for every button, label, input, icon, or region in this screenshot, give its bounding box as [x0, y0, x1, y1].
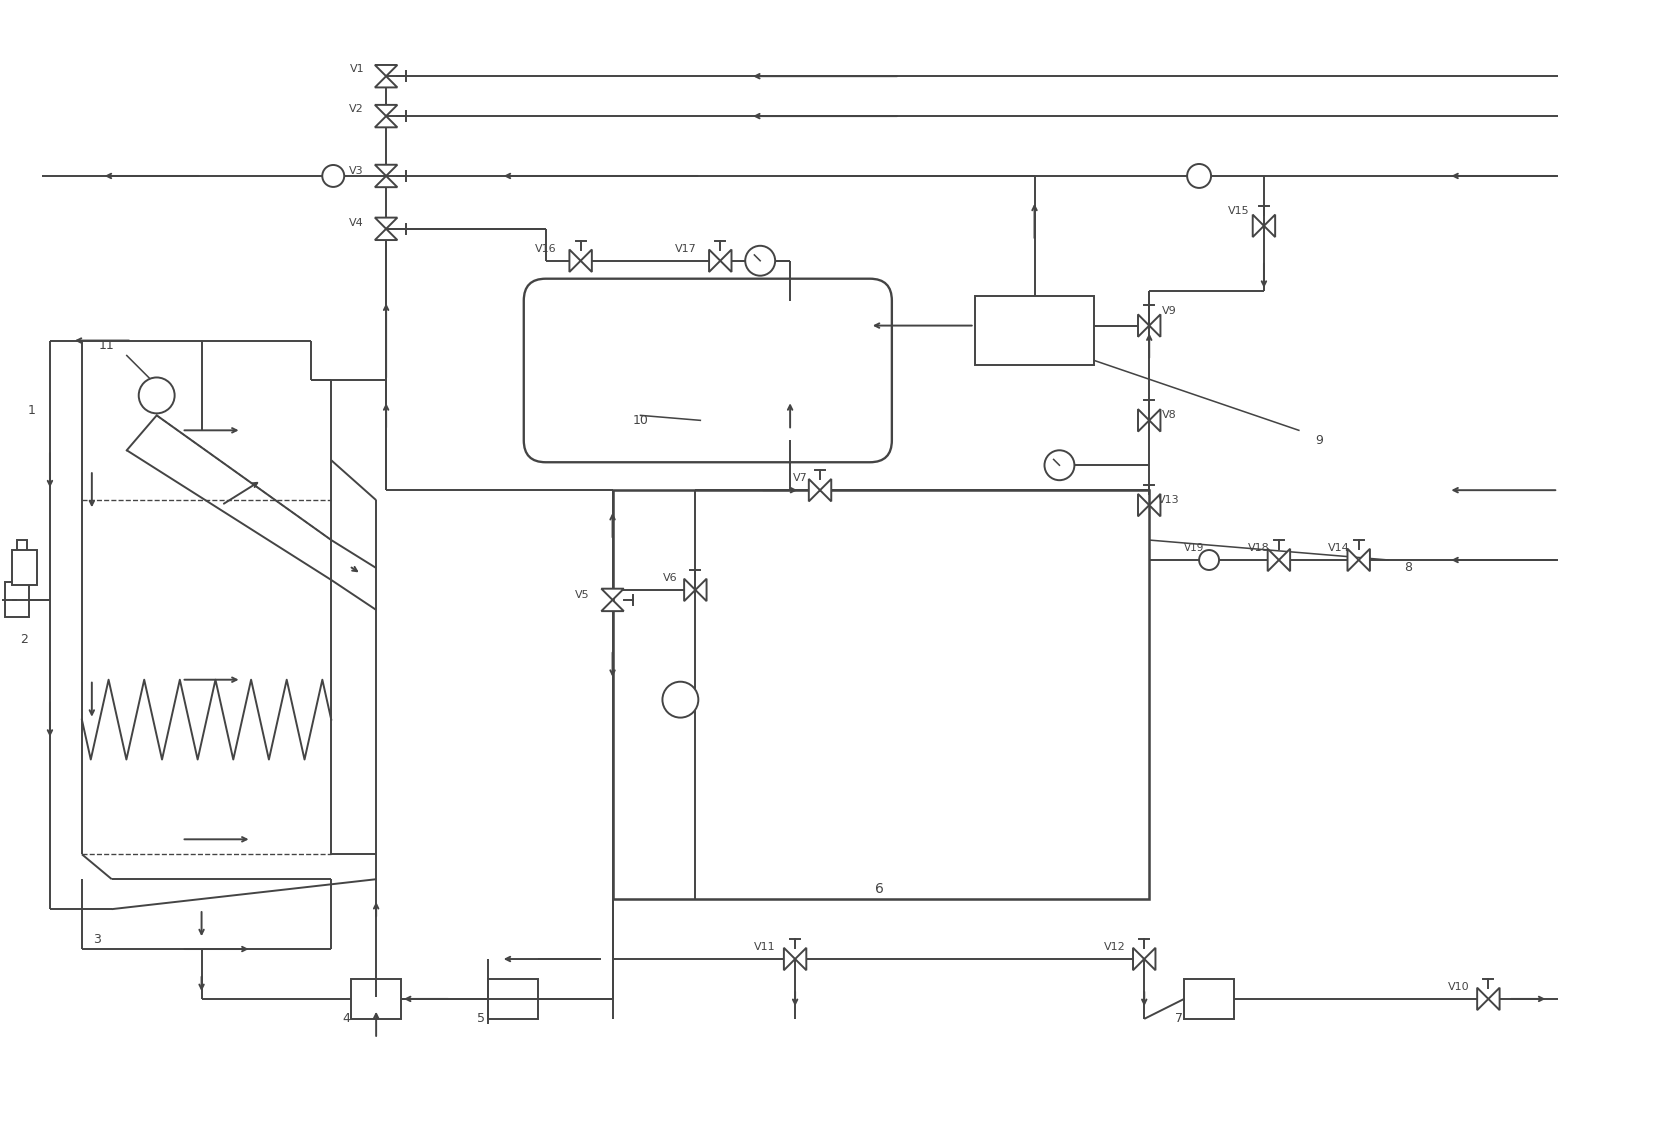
Polygon shape — [784, 948, 795, 970]
Polygon shape — [695, 579, 707, 601]
Bar — [974, 296, 1095, 365]
Text: 2: 2 — [20, 633, 28, 646]
Polygon shape — [1347, 549, 1359, 571]
Polygon shape — [683, 579, 695, 601]
Text: V6: V6 — [663, 573, 678, 583]
Text: 6: 6 — [876, 882, 884, 896]
Bar — [351, 979, 401, 1018]
Text: V18: V18 — [1248, 543, 1270, 553]
Polygon shape — [580, 250, 592, 272]
Circle shape — [1044, 451, 1074, 480]
Bar — [17, 540, 27, 575]
Text: 9: 9 — [1315, 434, 1323, 447]
Polygon shape — [1268, 549, 1278, 571]
Text: V7: V7 — [792, 473, 807, 483]
Polygon shape — [720, 250, 732, 272]
Text: V13: V13 — [1158, 496, 1180, 505]
Bar — [5, 582, 30, 617]
Polygon shape — [374, 229, 398, 241]
Polygon shape — [820, 479, 830, 501]
Text: V3: V3 — [349, 166, 364, 176]
Text: 8: 8 — [1405, 562, 1412, 574]
Text: V17: V17 — [675, 244, 697, 254]
Text: 4: 4 — [343, 1013, 351, 1025]
Text: V15: V15 — [1228, 206, 1250, 216]
Text: V10: V10 — [1447, 982, 1469, 992]
Polygon shape — [1150, 315, 1160, 337]
Polygon shape — [374, 165, 398, 176]
Bar — [12, 550, 37, 584]
Polygon shape — [374, 176, 398, 188]
Bar — [488, 979, 538, 1018]
Polygon shape — [1138, 409, 1150, 432]
Text: V19: V19 — [1185, 543, 1205, 553]
Polygon shape — [709, 250, 720, 272]
Polygon shape — [1359, 549, 1370, 571]
Polygon shape — [1138, 493, 1150, 516]
Text: 3: 3 — [94, 933, 100, 945]
Text: V16: V16 — [535, 244, 556, 254]
Text: V5: V5 — [575, 590, 590, 600]
Polygon shape — [1138, 315, 1150, 337]
Polygon shape — [374, 218, 398, 229]
Text: V14: V14 — [1328, 543, 1350, 553]
Polygon shape — [374, 65, 398, 76]
Polygon shape — [1133, 948, 1145, 970]
Polygon shape — [374, 116, 398, 127]
Polygon shape — [374, 105, 398, 116]
Text: V11: V11 — [754, 942, 775, 952]
Text: 1: 1 — [28, 404, 37, 417]
Text: V8: V8 — [1161, 410, 1176, 420]
Bar — [613, 490, 1150, 899]
Polygon shape — [602, 589, 623, 600]
Polygon shape — [1278, 549, 1290, 571]
Bar — [1185, 979, 1233, 1018]
Polygon shape — [1489, 988, 1499, 1010]
Circle shape — [745, 246, 775, 275]
Circle shape — [139, 378, 175, 414]
Text: V9: V9 — [1161, 306, 1176, 316]
Text: V2: V2 — [349, 105, 364, 115]
Text: V1: V1 — [349, 64, 364, 74]
Polygon shape — [1150, 493, 1160, 516]
Polygon shape — [1263, 215, 1275, 237]
Polygon shape — [1150, 409, 1160, 432]
Text: 11: 11 — [99, 339, 115, 352]
Polygon shape — [570, 250, 580, 272]
Text: V12: V12 — [1103, 942, 1125, 952]
Polygon shape — [1145, 948, 1155, 970]
Text: 7: 7 — [1175, 1013, 1183, 1025]
Circle shape — [323, 165, 344, 187]
Polygon shape — [602, 600, 623, 611]
Polygon shape — [795, 948, 807, 970]
FancyBboxPatch shape — [523, 279, 892, 462]
Polygon shape — [1253, 215, 1263, 237]
Text: 5: 5 — [476, 1013, 485, 1025]
Text: V4: V4 — [349, 218, 364, 228]
Circle shape — [1200, 550, 1220, 570]
Circle shape — [662, 681, 698, 717]
Polygon shape — [809, 479, 820, 501]
Text: 10: 10 — [633, 414, 648, 427]
Polygon shape — [374, 76, 398, 88]
Polygon shape — [1477, 988, 1489, 1010]
Circle shape — [1186, 164, 1211, 188]
